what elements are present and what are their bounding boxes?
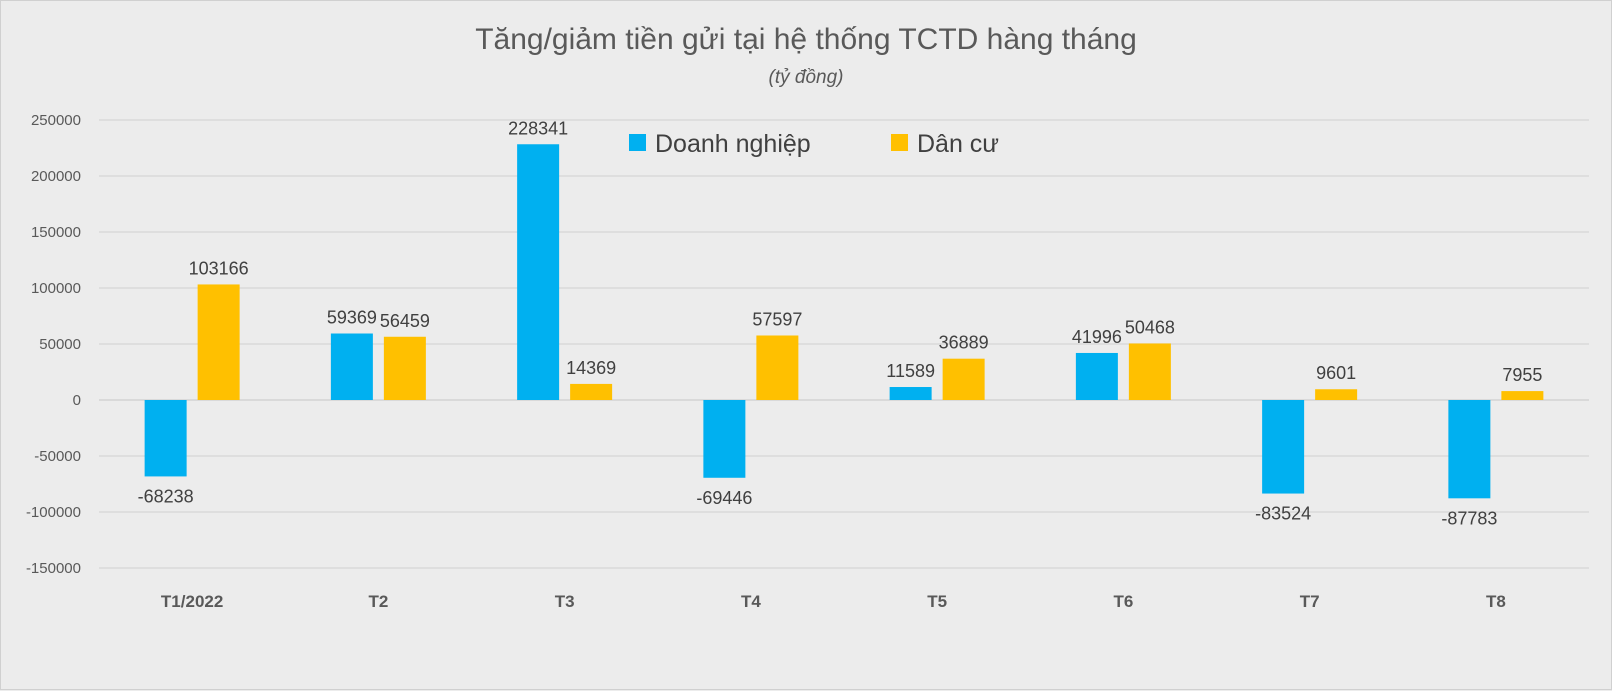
- y-tick-label: -150000: [26, 560, 81, 577]
- bar-doanh-nghiep: [517, 144, 560, 400]
- y-tick-label: 0: [73, 392, 81, 409]
- data-label: -69446: [696, 488, 752, 508]
- x-tick-label: T4: [741, 592, 761, 611]
- data-label: -87783: [1441, 508, 1497, 528]
- x-tick-label: T5: [927, 592, 947, 611]
- data-label: -68238: [138, 486, 194, 506]
- bar-dan-cu: [383, 336, 426, 400]
- bar-dan-cu: [942, 358, 985, 400]
- legend-swatch: [629, 134, 646, 151]
- data-label: 14369: [566, 358, 616, 378]
- x-tick-label: T1/2022: [161, 592, 223, 611]
- bar-dan-cu: [756, 335, 799, 400]
- data-label: 41996: [1072, 327, 1122, 347]
- y-tick-label: 200000: [31, 168, 81, 185]
- data-label: 50468: [1125, 317, 1175, 337]
- bar-dan-cu: [570, 383, 613, 400]
- data-label: 9601: [1316, 363, 1356, 383]
- x-tick-label: T2: [368, 592, 388, 611]
- x-tick-label: T7: [1300, 592, 1320, 611]
- y-tick-label: 250000: [31, 112, 81, 129]
- data-label: 57597: [752, 309, 802, 329]
- x-tick-label: T6: [1113, 592, 1133, 611]
- legend-label: Doanh nghiệp: [655, 130, 811, 158]
- data-label: -83524: [1255, 504, 1311, 524]
- data-label: 103166: [189, 258, 249, 278]
- bar-dan-cu: [1501, 391, 1544, 400]
- data-label: 228341: [508, 118, 568, 138]
- legend-swatch: [891, 134, 908, 151]
- data-label: 59369: [327, 308, 377, 328]
- data-label: 7955: [1502, 365, 1542, 385]
- bar-doanh-nghiep: [330, 333, 373, 400]
- data-label: 36889: [939, 333, 989, 353]
- chart-subtitle: (tỷ đồng): [768, 67, 844, 88]
- bar-doanh-nghiep: [1075, 352, 1118, 400]
- y-tick-label: -50000: [34, 448, 81, 465]
- bar-doanh-nghiep: [144, 400, 187, 477]
- y-tick-label: 50000: [39, 336, 81, 353]
- y-tick-label: -100000: [26, 504, 81, 521]
- chart-title: Tăng/giảm tiền gửi tại hệ thống TCTD hàn…: [475, 23, 1137, 56]
- legend-label: Dân cư: [917, 130, 999, 158]
- bar-doanh-nghiep: [889, 387, 932, 400]
- x-tick-label: T3: [555, 592, 575, 611]
- bar-dan-cu: [197, 284, 240, 400]
- y-tick-label: 150000: [31, 224, 81, 241]
- bar-doanh-nghiep: [1262, 400, 1305, 494]
- x-tick-label: T8: [1486, 592, 1506, 611]
- bar-dan-cu: [1128, 343, 1171, 400]
- bar-doanh-nghiep: [703, 400, 746, 478]
- data-label: 56459: [380, 311, 430, 331]
- y-tick-label: 100000: [31, 280, 81, 297]
- data-label: 11589: [886, 361, 935, 381]
- bar-dan-cu: [1315, 389, 1358, 400]
- bar-doanh-nghiep: [1448, 400, 1491, 499]
